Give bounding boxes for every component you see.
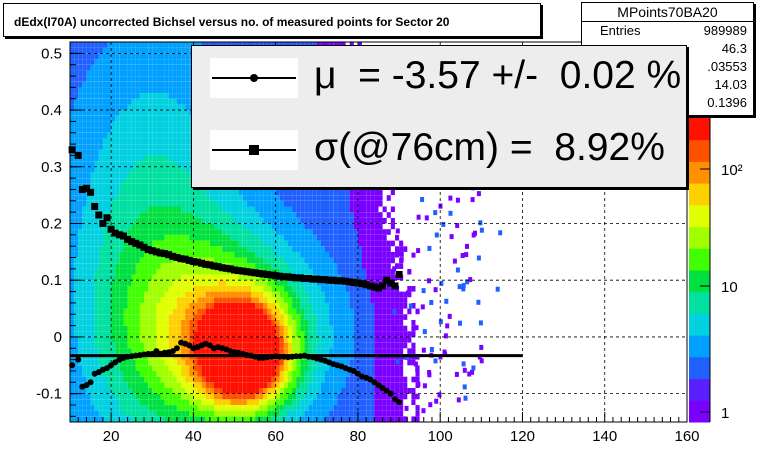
legend-marker-circle (210, 58, 298, 98)
stats-value-mean: 46.3 (722, 40, 747, 58)
x-tick-label: 120 (510, 428, 535, 445)
color-palette: 1 10 10² (689, 118, 743, 423)
chart-title: dEdx(I70A) uncorrected Bichsel versus no… (14, 15, 449, 29)
sigma-point (75, 152, 82, 159)
mean-point (388, 391, 394, 397)
x-tick-label: 100 (428, 428, 453, 445)
legend-box: μ = -3.57 +/- 0.02 % σ(@76cm) = 8.92% (191, 45, 687, 188)
sigma-point (392, 282, 399, 289)
palette-tick-label: 10 (721, 279, 738, 296)
sigma-point (91, 203, 98, 210)
y-tick-label: 0.1 (41, 272, 62, 289)
stats-value-rms: 14.03 (714, 76, 747, 94)
y-tick-label: 0.5 (41, 45, 62, 62)
mean-point (69, 362, 75, 368)
palette-swatch (689, 270, 710, 292)
palette-tick-label: 1 (721, 405, 729, 422)
palette-swatch (689, 357, 710, 379)
palette-swatch (689, 205, 710, 227)
sigma-point (104, 214, 111, 221)
x-tick-label: 20 (103, 428, 120, 445)
palette-swatch (689, 183, 710, 205)
chart-title-box: dEdx(I70A) uncorrected Bichsel versus no… (3, 3, 541, 37)
y-tick-label: 0.3 (41, 159, 62, 176)
y-tick-label: 0 (54, 329, 62, 346)
palette-swatch (689, 379, 710, 401)
sigma-point (69, 146, 76, 153)
x-tick-label: 140 (592, 428, 617, 445)
palette-tick-label: 10² (721, 162, 743, 179)
legend-sigma-text: σ(@76cm) = 8.92% (314, 126, 665, 170)
y-tick-label: -0.1 (36, 386, 62, 403)
palette-swatch (689, 227, 710, 249)
stats-label-entries: Entries (600, 22, 640, 40)
x-tick-label: 160 (674, 428, 699, 445)
palette-swatch (689, 313, 710, 335)
legend-mu-text: μ = -3.57 +/- 0.02 % (314, 54, 681, 98)
sigma-point (396, 271, 403, 278)
palette-swatch (689, 248, 710, 270)
palette-swatch (689, 140, 710, 162)
mean-point (396, 399, 402, 405)
stats-value-mean-y: .03553 (707, 58, 747, 76)
stats-value-rms-y: 0.1396 (707, 94, 747, 112)
stats-value-entries: 989989 (704, 22, 747, 40)
y-tick-label: 0.2 (41, 215, 62, 232)
mean-point (75, 357, 81, 363)
sigma-point (95, 212, 102, 219)
palette-swatch (689, 335, 710, 357)
x-tick-label: 80 (350, 428, 367, 445)
palette-swatch (689, 118, 710, 140)
palette-swatch (689, 161, 710, 183)
sigma-point (87, 189, 94, 196)
x-tick-label: 60 (267, 428, 284, 445)
mean-point (88, 379, 94, 385)
legend-marker-square (210, 130, 298, 170)
legend-entry-sigma: σ(@76cm) = 8.92% (192, 122, 686, 182)
legend-entry-mu: μ = -3.57 +/- 0.02 % (192, 50, 686, 110)
palette-swatch (689, 400, 710, 422)
mean-point (174, 345, 180, 351)
y-tick-label: 0.4 (41, 102, 62, 119)
stats-histogram-name: MPoints70BA20 (582, 3, 753, 22)
palette-swatch (689, 292, 710, 314)
x-tick-label: 40 (185, 428, 202, 445)
stats-row-entries: Entries 989989 (582, 22, 753, 40)
